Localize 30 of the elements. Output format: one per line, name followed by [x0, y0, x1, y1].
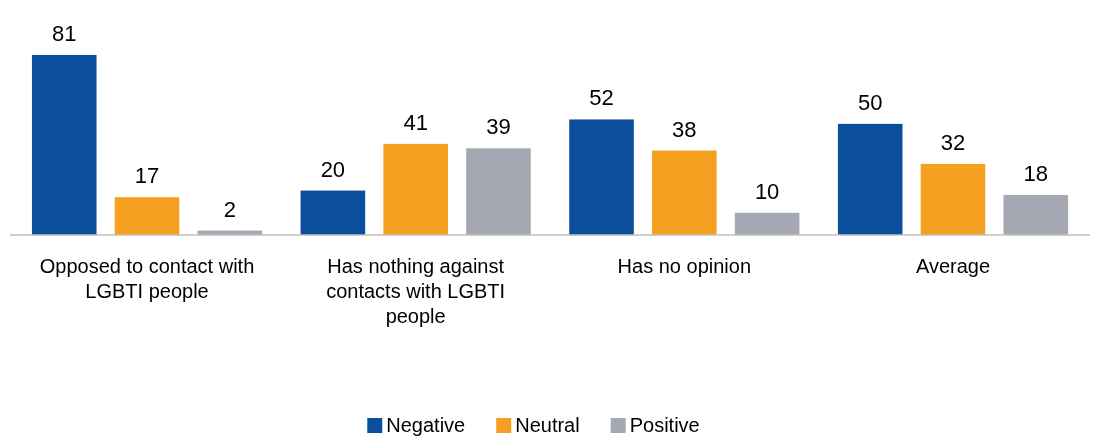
- x-tick-label: Average: [915, 255, 991, 277]
- data-label: 20: [320, 156, 346, 182]
- data-label: 39: [486, 114, 511, 140]
- legend-label: Neutral: [515, 414, 580, 436]
- bar: [652, 150, 717, 235]
- bar: [466, 148, 531, 235]
- bar: [920, 163, 986, 235]
- data-label: 10: [754, 178, 780, 204]
- data-label: 41: [403, 109, 428, 135]
- x-tick-label: Has no opinion: [617, 255, 752, 277]
- x-tick-label: Opposed to contact with LGBTI people: [39, 255, 255, 302]
- data-label: 50: [857, 89, 883, 115]
- data-label: 38: [672, 116, 697, 142]
- bar: [114, 197, 180, 235]
- bar: [383, 143, 448, 235]
- x-tick-label: Has nothing against contacts with LGBTI people: [326, 255, 506, 327]
- legend-label: Negative: [386, 414, 466, 436]
- data-label: 17: [134, 163, 160, 189]
- bar: [1003, 195, 1069, 235]
- bar: [31, 55, 97, 235]
- bar: [569, 119, 634, 235]
- data-label: 32: [940, 129, 966, 155]
- bar: [837, 123, 903, 235]
- data-label: 52: [589, 85, 614, 111]
- data-label: 2: [223, 196, 236, 222]
- data-label: 18: [1023, 161, 1049, 186]
- bar: [300, 190, 366, 235]
- bar: [734, 212, 800, 235]
- legend-label: Positive: [629, 414, 700, 436]
- data-label: 81: [51, 21, 77, 46]
